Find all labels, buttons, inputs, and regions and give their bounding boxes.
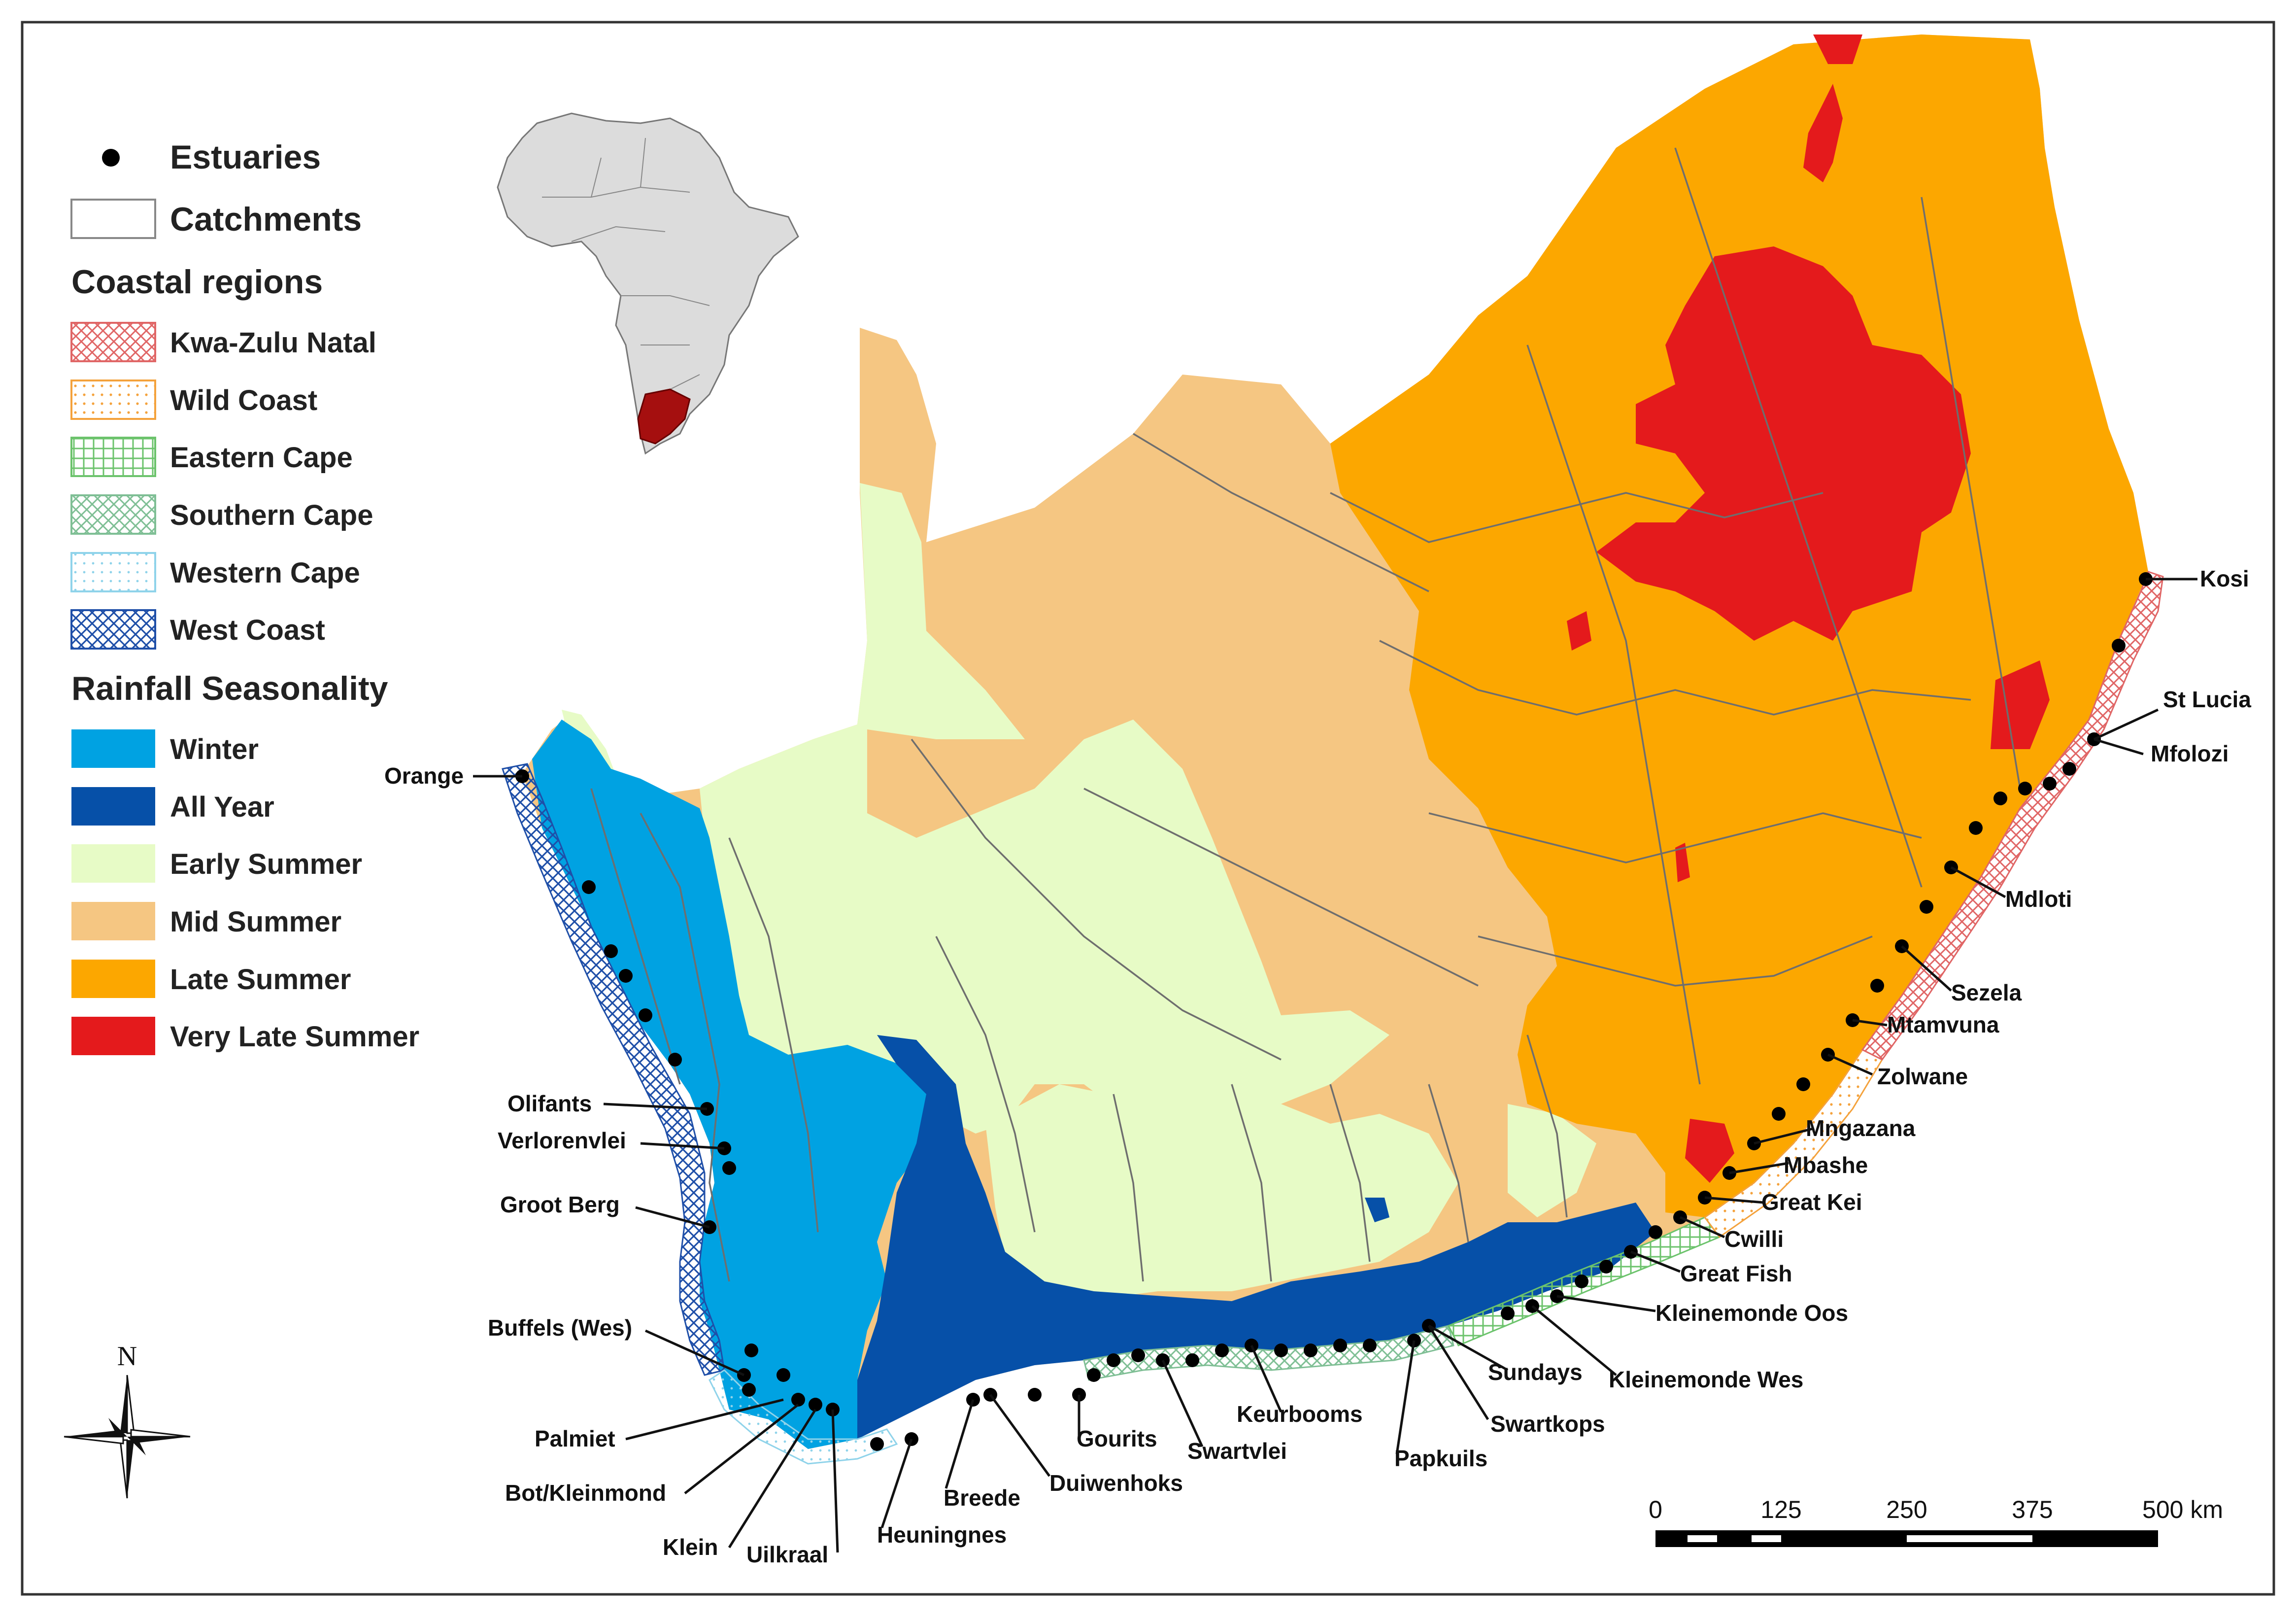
legend-swatch-wild-coast: [70, 379, 156, 420]
legend-label-early-summer: Early Summer: [170, 848, 362, 880]
africa-inset: [497, 112, 799, 455]
region-very-late-summer-4: [1991, 660, 2050, 749]
label-kleinemonde-oos: Kleinemonde Oos: [1655, 1300, 1848, 1326]
estuary-label-leaders: [473, 578, 2197, 1553]
estuary-labels: Orange Olifants Verlorenvlei Groot Berg …: [384, 566, 2251, 1567]
legend-label-southern-cape: Southern Cape: [170, 499, 373, 531]
region-all-year: [857, 1035, 1655, 1439]
legend-label-eastern-cape: Eastern Cape: [170, 442, 353, 474]
africa-continent: [497, 112, 799, 455]
scale-tick-500: 500 km: [2142, 1496, 2223, 1523]
legend-estuaries-label: Estuaries: [170, 138, 321, 176]
coastal-region-kwa-zulu-natal: [1861, 571, 2164, 1061]
region-very-late-summer: [1596, 246, 1971, 641]
region-early-summer-2: [985, 1084, 1458, 1301]
legend-swatch-west-coast: [70, 609, 156, 650]
region-early-summer: [700, 483, 1389, 1134]
legend-catchments-label: Catchments: [170, 201, 362, 238]
map-frame: [21, 21, 2275, 1596]
label-olifants: Olifants: [507, 1091, 592, 1116]
scale-tick-125: 125: [1760, 1496, 1801, 1523]
label-swartvlei: Swartvlei: [1187, 1438, 1287, 1464]
legend-label-very-late-summer: Very Late Summer: [170, 1021, 419, 1053]
legend-label-winter: Winter: [170, 733, 259, 765]
label-orange: Orange: [384, 763, 464, 789]
region-all-year-2: [1365, 1198, 1389, 1222]
legend-label-wild-coast: Wild Coast: [170, 384, 317, 416]
legend-swatch-kzn: [70, 322, 156, 362]
legend: Estuaries Catchments Coastal regions Kwa…: [70, 138, 419, 1055]
label-klein: Klein: [663, 1534, 718, 1560]
label-cwilli: Cwilli: [1724, 1226, 1784, 1252]
label-groot-berg: Groot Berg: [500, 1192, 620, 1217]
scale-tick-250: 250: [1886, 1496, 1927, 1523]
legend-estuary-dot: [102, 149, 120, 167]
label-mtamvuna: Mtamvuna: [1887, 1012, 1999, 1037]
legend-swatch-southern-cape: [70, 494, 156, 535]
label-heuningnes: Heuningnes: [877, 1522, 1007, 1548]
legend-swatch-very-late-summer: [71, 1017, 155, 1055]
label-uilkraal: Uilkraal: [746, 1542, 828, 1567]
legend-swatch-all-year: [71, 787, 155, 826]
label-buffels-wes: Buffels (Wes): [488, 1315, 632, 1341]
legend-label-all-year: All Year: [170, 791, 274, 823]
south-africa-inset: [637, 388, 691, 445]
north-arrow-label: N: [117, 1341, 137, 1372]
label-verlorenvlei: Verlorenvlei: [498, 1128, 626, 1153]
label-st-lucia: St Lucia: [2163, 687, 2251, 712]
label-sezela: Sezela: [1951, 980, 2022, 1005]
scale-bar: 0 125 250 375 500 km: [1649, 1496, 2223, 1547]
region-very-late-summer-5: [1685, 1119, 1734, 1183]
scale-tick-375: 375: [2012, 1496, 2053, 1523]
label-mngazana: Mngazana: [1806, 1115, 1916, 1141]
label-mbashe: Mbashe: [1784, 1152, 1868, 1178]
label-kosi: Kosi: [2200, 566, 2249, 591]
label-keurbooms: Keurbooms: [1237, 1401, 1363, 1427]
legend-swatch-late-summer: [71, 960, 155, 998]
legend-coastal-title: Coastal regions: [71, 263, 323, 301]
legend-swatch-winter: [71, 729, 155, 768]
legend-swatch-western-cape: [70, 552, 156, 592]
legend-label-late-summer: Late Summer: [170, 964, 351, 996]
north-arrow: N: [64, 1341, 191, 1499]
region-winter: [532, 720, 946, 1449]
label-swartkops: Swartkops: [1490, 1411, 1605, 1437]
label-papkuils: Papkuils: [1394, 1446, 1487, 1471]
label-bot-kleinmond: Bot/Kleinmond: [505, 1480, 666, 1506]
legend-label-kzn: Kwa-Zulu Natal: [170, 327, 376, 359]
region-very-late-summer-6: [1567, 611, 1591, 651]
region-very-late-summer-7: [1675, 843, 1690, 882]
label-sundays: Sundays: [1488, 1359, 1583, 1385]
label-gourits: Gourits: [1077, 1426, 1157, 1451]
region-early-summer-3: [1508, 1104, 1596, 1217]
region-very-late-summer-2: [1803, 84, 1843, 182]
label-palmiet: Palmiet: [535, 1426, 615, 1451]
label-mfolozi: Mfolozi: [2151, 741, 2228, 766]
label-kleinemonde-wes: Kleinemonde Wes: [1609, 1367, 1803, 1392]
legend-label-mid-summer: Mid Summer: [170, 906, 341, 938]
africa-country-borders: [542, 138, 710, 395]
legend-catchments-swatch: [70, 199, 156, 239]
label-breede: Breede: [944, 1485, 1020, 1511]
legend-swatch-eastern-cape: [70, 437, 156, 477]
label-great-kei: Great Kei: [1761, 1189, 1862, 1215]
legend-swatch-early-summer: [71, 844, 155, 883]
south-africa-map: [502, 34, 2164, 1465]
scale-tick-0: 0: [1649, 1496, 1662, 1523]
catchment-boundaries: [590, 147, 2021, 1282]
legend-swatch-mid-summer: [71, 902, 155, 940]
legend-label-western-cape: Western Cape: [170, 557, 360, 589]
legend-label-west-coast: West Coast: [170, 614, 325, 646]
label-zolwane: Zolwane: [1877, 1064, 1968, 1089]
label-great-fish: Great Fish: [1680, 1261, 1792, 1286]
legend-rainfall-title: Rainfall Seasonality: [71, 670, 388, 707]
region-very-late-summer-3: [1813, 34, 1862, 64]
coastal-region-southern-cape: [1083, 1325, 1454, 1381]
label-mdloti: Mdloti: [2005, 886, 2072, 912]
label-duiwenhoks: Duiwenhoks: [1049, 1470, 1183, 1496]
